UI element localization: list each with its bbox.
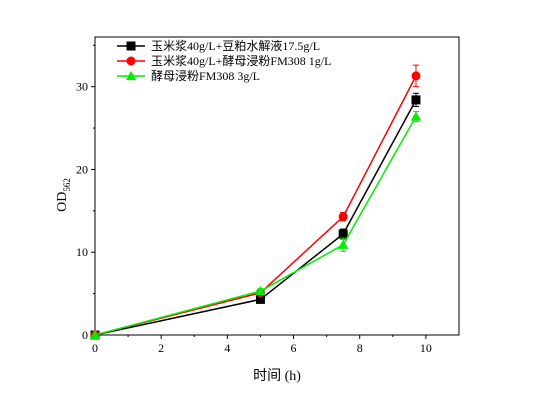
- legend: 玉米浆40g/L+豆粕水解液17.5g/L玉米浆40g/L+酵母浸粉FM308 …: [117, 38, 331, 83]
- plot-area: [89, 64, 422, 340]
- x-tick-label-2: 2: [158, 341, 164, 355]
- series-2-point-2: [338, 239, 349, 249]
- series-2: [89, 111, 422, 340]
- y-tick-label-0: 0: [82, 328, 88, 342]
- series-1-point-2: [338, 212, 348, 222]
- series-1-line: [94, 75, 417, 336]
- legend-marker-1: [126, 56, 136, 66]
- axes: [94, 36, 460, 336]
- series-2-point-3: [410, 111, 422, 121]
- x-axis-label: 时间 (h): [253, 368, 301, 384]
- plot-frame: [94, 36, 460, 336]
- y-tick-label-20: 20: [76, 162, 88, 176]
- x-tick-label-8: 8: [357, 341, 363, 355]
- legend-marker-2: [125, 70, 137, 81]
- x-tick-label-10: 10: [420, 341, 432, 355]
- series-0-point-1: [255, 294, 265, 304]
- series-1-point-3: [411, 71, 421, 81]
- legend-item-1: 玉米浆40g/L+酵母浸粉FM308 1g/L: [117, 53, 331, 68]
- series-2-line: [94, 116, 417, 336]
- series-0-point-2: [338, 229, 348, 239]
- x-tick-label-0: 0: [92, 341, 98, 355]
- y-axis-label-main: OD: [55, 192, 70, 212]
- legend-item-2: 酵母浸粉FM308 3g/L: [117, 69, 260, 83]
- y-tick-label-30: 30: [76, 80, 88, 94]
- legend-label-1: 玉米浆40g/L+酵母浸粉FM308 1g/L: [151, 53, 331, 68]
- y-tick-label-10: 10: [76, 245, 88, 259]
- x-tick-label-6: 6: [291, 341, 297, 355]
- series-2-point-1: [255, 285, 266, 296]
- legend-label-0: 玉米浆40g/L+豆粕水解液17.5g/L: [151, 38, 320, 53]
- series-0-line: [94, 99, 417, 336]
- series-2-point-0: [89, 329, 101, 340]
- legend-label-2: 酵母浸粉FM308 3g/L: [151, 69, 260, 83]
- legend-item-0: 玉米浆40g/L+豆粕水解液17.5g/L: [117, 38, 320, 53]
- series-1: [90, 64, 421, 340]
- y-axis-label-sub: 562: [62, 178, 72, 192]
- series-0-point-3: [411, 95, 421, 105]
- series-0: [90, 92, 421, 340]
- y-axis-label: OD562: [55, 178, 72, 212]
- legend-marker-0: [126, 41, 136, 51]
- ticks: 0 2 4 6 8 10 0 10 20 30: [76, 44, 432, 355]
- x-tick-label-4: 4: [224, 341, 230, 355]
